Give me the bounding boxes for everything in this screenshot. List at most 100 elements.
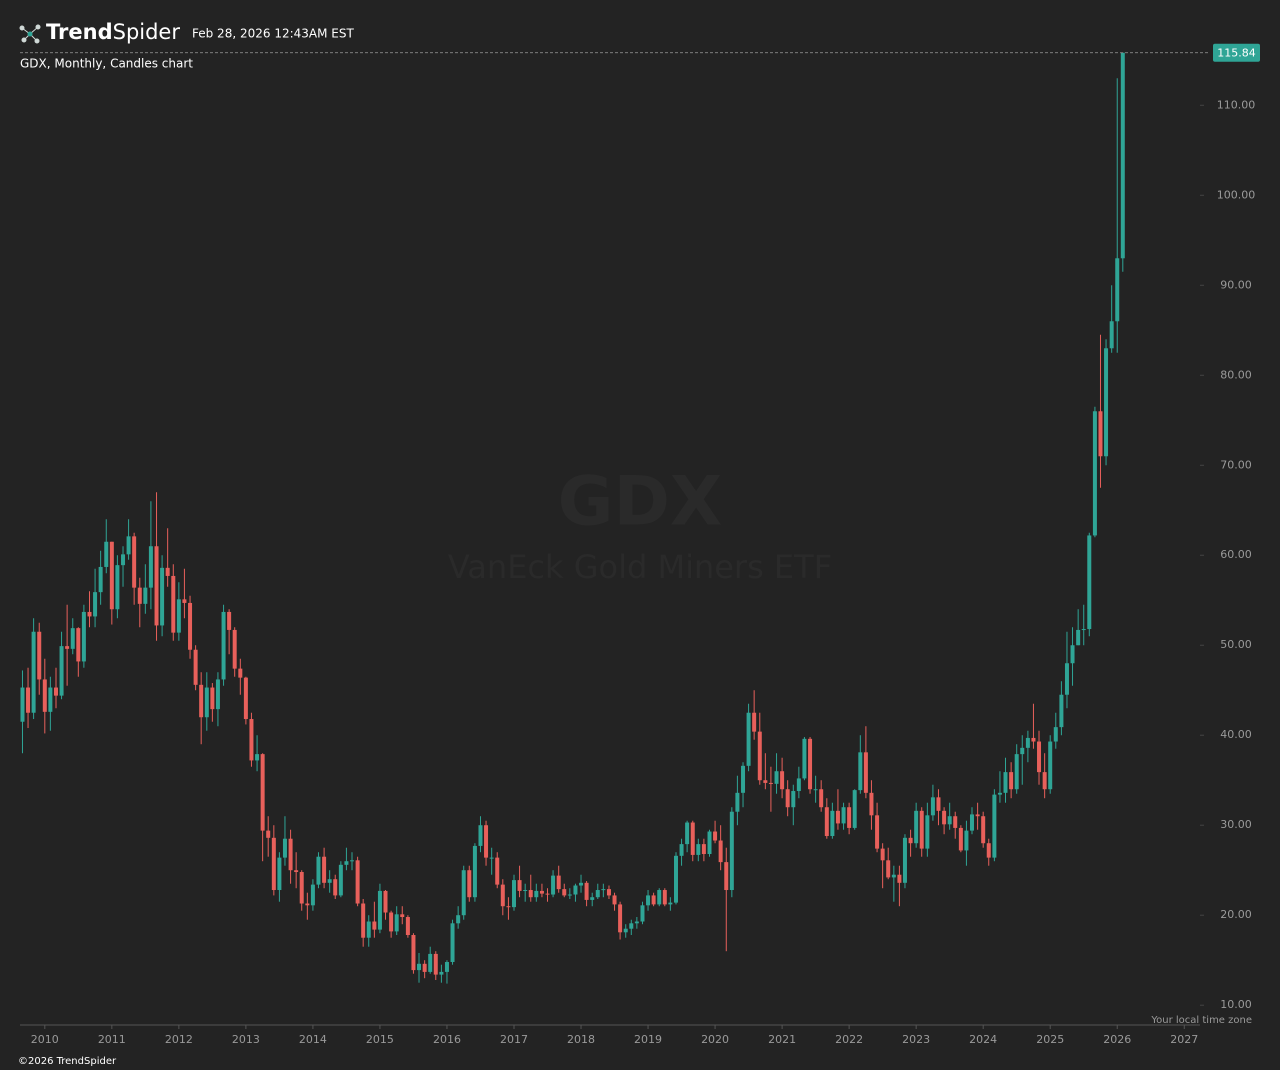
candle-body (997, 792, 1002, 795)
watermark-name: VanEck Gold Miners ETF (448, 548, 832, 586)
candle-body (763, 780, 768, 783)
candle-body (444, 962, 449, 972)
candle-body (813, 789, 818, 791)
x-tick-label: 2016 (433, 1033, 461, 1046)
y-tick-label: 70.00 (1220, 458, 1252, 471)
candle-body (59, 646, 64, 696)
candle-body (148, 546, 153, 588)
candle-body (98, 566, 103, 593)
candle-body (534, 890, 539, 898)
x-tick-label: 2022 (835, 1033, 863, 1046)
candle-body (562, 889, 567, 896)
candle-body (1053, 727, 1058, 742)
x-tick-label: 2021 (768, 1033, 796, 1046)
candle-body (651, 895, 656, 905)
candle-body (165, 567, 170, 576)
candle-body (484, 825, 489, 858)
candle-body (640, 905, 645, 922)
x-tick-label: 2013 (232, 1033, 260, 1046)
y-tick-label: 60.00 (1220, 548, 1252, 561)
timestamp: Feb 28, 2026 12:43AM EST (192, 27, 354, 41)
candle-body (886, 860, 891, 878)
candle-body (545, 893, 550, 895)
candle-body (42, 679, 47, 712)
candle-body (143, 587, 148, 604)
candle-body (567, 894, 572, 896)
candle-body (506, 906, 511, 908)
candle-body (260, 754, 265, 831)
x-tick-label: 2018 (567, 1033, 595, 1046)
candle-body (791, 791, 796, 808)
candle-body (830, 810, 835, 837)
candle-body (634, 921, 639, 924)
candle-body (271, 837, 276, 891)
candle-body (65, 646, 70, 649)
candle-body (1003, 772, 1008, 793)
candle-body (204, 687, 209, 718)
candle-body (422, 963, 427, 972)
candle-body (255, 754, 260, 761)
candle-body (958, 827, 963, 851)
candle-body (964, 830, 969, 851)
candle-body (774, 771, 779, 784)
candle-body (383, 890, 388, 913)
candle-body (188, 602, 193, 650)
candle-body (869, 792, 874, 816)
candle-body (193, 649, 198, 685)
candle-body (389, 912, 394, 932)
candle-body (847, 807, 852, 828)
y-tick-label: 90.00 (1220, 278, 1252, 291)
candle-body (947, 816, 952, 825)
candle-body (579, 882, 584, 886)
candle-body (109, 541, 114, 610)
candle-body (713, 831, 718, 841)
candle-body (31, 631, 36, 713)
candle-body (37, 631, 42, 680)
candle-body (601, 889, 606, 891)
brand: TrendSpider (46, 20, 180, 44)
candle-body (500, 884, 505, 907)
candle-body (908, 837, 913, 844)
candle-body (1076, 629, 1081, 646)
candle-body (785, 789, 790, 808)
candle-body (333, 879, 338, 896)
candle-body (299, 872, 304, 904)
candle-body (1059, 694, 1064, 728)
candle-body (1092, 411, 1097, 536)
candle-body (433, 953, 438, 975)
copyright: ©2026 TrendSpider (18, 1056, 117, 1067)
brand-bold: Trend (46, 20, 113, 44)
candle-body (115, 565, 120, 610)
candle-body (305, 903, 310, 906)
candle-body (349, 860, 354, 862)
candle-body (595, 890, 600, 898)
y-tick-label: 40.00 (1220, 728, 1252, 741)
candle-body (210, 687, 215, 710)
candle-body (685, 822, 690, 845)
candle-body (215, 679, 220, 710)
y-tick-label: 110.00 (1217, 98, 1256, 111)
y-tick-label: 20.00 (1220, 908, 1252, 921)
candle-body (741, 765, 746, 793)
candle-body (249, 719, 254, 761)
candle-body (199, 684, 204, 718)
timezone-note: Your local time zone (1150, 1015, 1252, 1026)
candle-body (707, 831, 712, 855)
x-tick-label: 2017 (500, 1033, 528, 1046)
candle-body (629, 923, 634, 929)
x-tick-label: 2019 (634, 1033, 662, 1046)
candle-body (1070, 645, 1075, 664)
candle-body (936, 797, 941, 811)
x-tick-label: 2012 (165, 1033, 193, 1046)
candle-body (154, 546, 159, 626)
candle-body (1081, 629, 1086, 631)
candle-body (606, 889, 611, 896)
y-tick-label: 100.00 (1217, 188, 1256, 201)
candle-body (1042, 772, 1047, 790)
candle-body (26, 687, 31, 713)
candle-body (76, 628, 81, 662)
candle-body (808, 738, 813, 790)
candle-body (489, 857, 494, 859)
watermark-symbol: GDX (558, 463, 723, 542)
